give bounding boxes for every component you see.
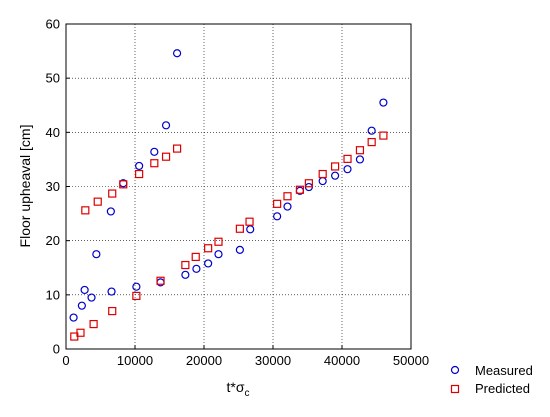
point-measured	[273, 212, 282, 221]
point-predicted	[108, 306, 117, 316]
legend: Measured Predicted	[450, 363, 533, 396]
x-tick-label: 10000	[117, 353, 153, 368]
point-measured	[367, 126, 376, 135]
point-measured	[107, 287, 116, 296]
x-tick-label: 40000	[324, 353, 360, 368]
point-measured	[235, 245, 244, 254]
point-predicted	[367, 137, 376, 147]
point-predicted	[81, 206, 90, 215]
x-tick-label: 30000	[255, 353, 291, 368]
y-tick-label: 20	[46, 233, 60, 248]
point-measured	[204, 259, 213, 268]
y-axis-label: Floor upheaval [cm]	[17, 125, 33, 248]
point-predicted	[172, 144, 182, 153]
x-axis-label-subscript: c	[244, 388, 249, 399]
point-predicted	[150, 159, 159, 168]
point-predicted	[245, 217, 254, 226]
point-predicted	[76, 328, 85, 337]
legend-label-measured: Measured	[475, 363, 533, 378]
point-predicted	[283, 192, 292, 201]
point-measured	[135, 161, 144, 171]
x-tick-label: 0	[62, 353, 69, 368]
point-measured	[283, 202, 292, 211]
point-predicted	[93, 197, 102, 206]
point-predicted	[318, 169, 327, 179]
x-axis-label: t*σc	[227, 379, 250, 399]
plot-frame	[65, 23, 412, 350]
y-tick-label: 40	[46, 125, 60, 140]
point-predicted	[89, 319, 98, 329]
legend-marker-predicted	[450, 384, 460, 394]
point-predicted	[156, 276, 165, 285]
point-measured	[181, 270, 190, 279]
point-measured	[172, 49, 182, 58]
point-predicted	[119, 180, 128, 189]
y-tick-label: 10	[46, 287, 60, 302]
point-predicted	[191, 252, 200, 262]
point-measured	[92, 250, 101, 259]
point-measured	[106, 207, 115, 216]
y-tick-label: 0	[53, 342, 60, 357]
point-measured	[132, 282, 141, 291]
point-predicted	[214, 237, 223, 246]
x-axis-label-base: t*σ	[227, 379, 245, 395]
point-predicted	[181, 260, 190, 270]
point-measured	[161, 121, 171, 130]
point-predicted	[295, 185, 305, 194]
x-tick-label: 50000	[393, 353, 429, 368]
point-predicted	[235, 224, 244, 233]
y-tick-label: 60	[46, 17, 60, 32]
point-measured	[379, 98, 388, 107]
point-predicted	[343, 154, 352, 163]
y-tick-label: 50	[46, 71, 60, 86]
point-measured	[214, 250, 223, 259]
point-predicted	[304, 179, 313, 188]
legend-label-predicted: Predicted	[475, 381, 530, 396]
point-measured	[192, 264, 201, 273]
point-predicted	[135, 169, 144, 179]
point-measured	[87, 293, 96, 302]
point-measured	[150, 147, 159, 156]
legend-marker-measured	[450, 365, 460, 375]
point-predicted	[204, 244, 213, 253]
point-measured	[355, 155, 365, 164]
y-axis-ticks: 0 10 20 30 40 50 60	[46, 17, 70, 357]
point-predicted	[132, 291, 141, 301]
y-tick-label: 30	[46, 179, 60, 194]
point-measured	[331, 171, 340, 180]
point-measured	[80, 285, 89, 295]
point-measured	[77, 301, 86, 310]
data-points	[69, 49, 388, 341]
point-predicted	[273, 199, 282, 208]
x-tick-label: 20000	[186, 353, 222, 368]
point-predicted	[161, 152, 171, 161]
point-predicted	[379, 131, 388, 140]
point-predicted	[331, 162, 340, 171]
point-measured	[69, 313, 78, 322]
x-axis-ticks: 0 10000 20000 30000 40000 50000	[62, 345, 429, 368]
point-predicted	[108, 189, 117, 198]
point-predicted	[355, 146, 365, 155]
point-measured	[343, 165, 352, 174]
